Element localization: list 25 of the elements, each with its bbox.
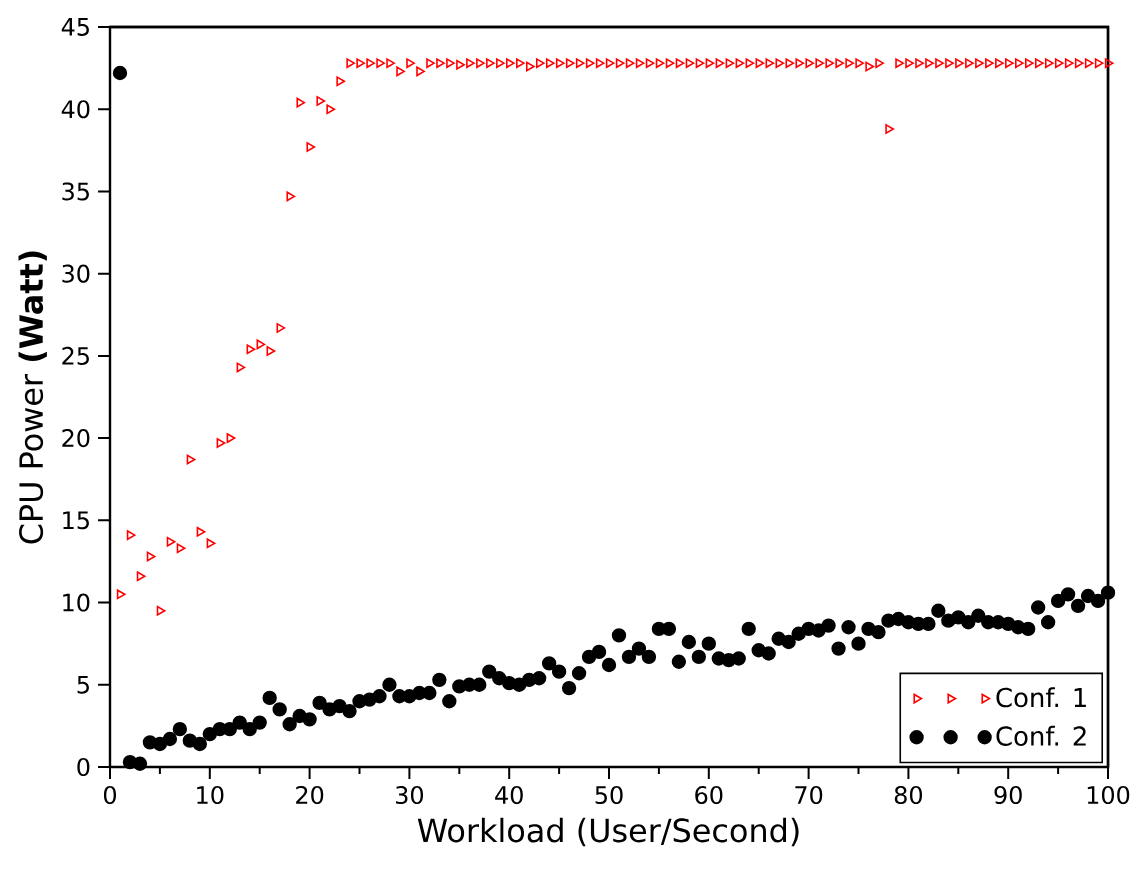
y-tick-label: 10 <box>63 593 90 612</box>
x-tick-label: 30 <box>396 785 424 805</box>
legend-label: Conf. 2 <box>996 725 1086 746</box>
y-axis-title: CPU Power (Watt) <box>18 251 47 544</box>
y-tick-label: 35 <box>62 182 89 201</box>
y-tick-label: 30 <box>62 264 90 283</box>
x-tick-label: 80 <box>894 785 923 805</box>
x-tick-label: 0 <box>103 785 117 805</box>
y-tick-label: 45 <box>61 18 89 36</box>
x-tick-label: 50 <box>595 785 623 805</box>
x-tick-label: 100 <box>1087 785 1130 805</box>
x-tick-label: 10 <box>197 785 224 805</box>
y-tick-label: 5 <box>77 675 89 694</box>
x-tick-label: 40 <box>495 785 523 805</box>
x-tick-label: 70 <box>795 785 823 805</box>
y-tick-label: 20 <box>62 429 90 448</box>
x-axis-title: Workload (User/Second) <box>417 817 799 847</box>
y-tick-label: 0 <box>77 757 90 777</box>
y-tick-label: 15 <box>63 511 89 530</box>
legend-label: Conf. 1 <box>996 687 1086 708</box>
x-tick-label: 60 <box>695 785 723 805</box>
x-tick-label: 20 <box>296 785 324 805</box>
y-tick-label: 40 <box>61 100 90 119</box>
x-tick-label: 90 <box>994 785 1022 805</box>
y-tick-label: 25 <box>62 346 89 365</box>
